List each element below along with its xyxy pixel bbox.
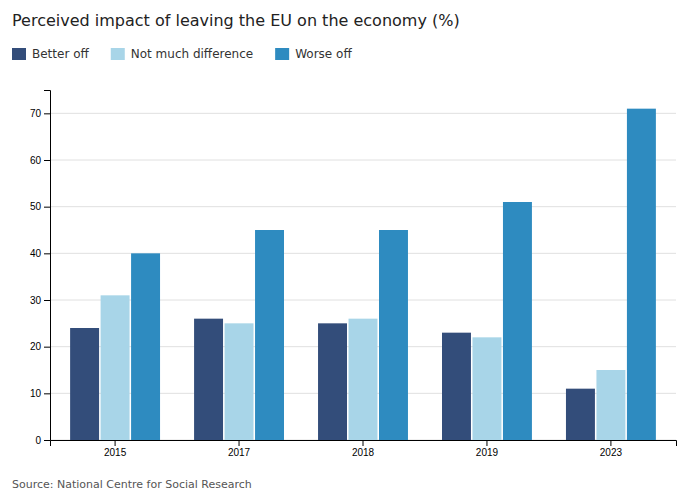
bar <box>318 323 347 440</box>
y-tick-mark <box>44 300 50 301</box>
y-tick-mark <box>44 207 50 208</box>
legend-swatch <box>111 48 125 60</box>
bar <box>349 319 378 440</box>
chart: Perceived impact of leaving the EU on th… <box>0 0 700 500</box>
bar <box>596 370 625 440</box>
y-tick: 30 <box>30 295 50 306</box>
y-tick: 0 <box>35 435 50 446</box>
x-tick: 2018 <box>352 440 375 458</box>
legend-swatch <box>12 48 26 60</box>
bar <box>566 389 595 440</box>
plot: 0 10 20 30 40 50 60 70 2015 2017 2018 2019 2023 <box>30 91 677 459</box>
x-tick-label: 2017 <box>228 447 251 458</box>
y-tick-mark <box>44 253 50 254</box>
x-tick-mark <box>115 440 116 446</box>
y-tick-mark <box>44 440 50 441</box>
y-tick-mark <box>44 347 50 348</box>
y-tick-label: 30 <box>30 295 42 306</box>
bar <box>255 230 284 440</box>
x-tick: 2015 <box>104 440 127 458</box>
grid-line <box>50 206 676 207</box>
grid-line <box>50 113 676 114</box>
x-axis: 2015 2017 2018 2019 2023 <box>51 440 677 458</box>
bar <box>472 337 501 440</box>
x-tick-label: 2019 <box>476 447 499 458</box>
bar <box>70 328 99 440</box>
y-tick: 60 <box>30 155 50 166</box>
bar-series <box>101 295 626 440</box>
y-tick-label: 40 <box>30 248 42 259</box>
y-axis-line <box>44 91 51 441</box>
legend-item: Better off <box>12 47 89 61</box>
x-tick-label: 2015 <box>104 447 127 458</box>
x-tick: 2019 <box>476 440 499 458</box>
y-tick-label: 0 <box>35 435 41 446</box>
x-tick: 2017 <box>228 440 251 458</box>
y-axis: 0 10 20 30 40 50 60 70 <box>30 91 51 446</box>
y-tick: 40 <box>30 248 50 259</box>
y-tick: 20 <box>30 341 50 352</box>
x-tick-label: 2018 <box>352 447 375 458</box>
x-tick-mark <box>610 440 611 446</box>
y-tick-mark <box>44 393 50 394</box>
title: Perceived impact of leaving the EU on th… <box>12 11 460 30</box>
bar <box>503 202 532 440</box>
y-tick-mark <box>44 113 50 114</box>
y-tick-label: 60 <box>30 155 42 166</box>
y-tick: 50 <box>30 201 50 212</box>
legend: Better off Not much difference Worse off <box>12 47 352 61</box>
bar <box>194 319 223 440</box>
grid-line <box>50 160 676 161</box>
x-tick-mark <box>239 440 240 446</box>
bar <box>131 253 160 440</box>
bar <box>101 295 130 440</box>
y-tick: 10 <box>30 388 50 399</box>
legend-item: Not much difference <box>111 47 253 61</box>
x-axis-line <box>51 441 677 447</box>
x-tick-mark <box>486 440 487 446</box>
bar-series <box>131 109 656 440</box>
bar <box>627 109 656 440</box>
legend-item: Worse off <box>275 47 352 61</box>
bar <box>225 323 254 440</box>
y-tick-label: 20 <box>30 341 42 352</box>
x-tick-label: 2023 <box>600 447 623 458</box>
bars <box>70 109 656 440</box>
y-tick-label: 50 <box>30 201 42 212</box>
y-tick-label: 10 <box>30 388 42 399</box>
legend-label: Better off <box>32 47 89 61</box>
bar <box>379 230 408 440</box>
x-tick-mark <box>363 440 364 446</box>
y-tick-mark <box>44 160 50 161</box>
legend-label: Worse off <box>295 47 352 61</box>
x-tick: 2023 <box>600 440 623 458</box>
legend-label: Not much difference <box>131 47 253 61</box>
y-tick: 70 <box>30 108 50 119</box>
grid <box>50 113 676 440</box>
source: Source: National Centre for Social Resea… <box>12 478 252 491</box>
legend-swatch <box>275 48 289 60</box>
y-tick-label: 70 <box>30 108 42 119</box>
bar <box>442 333 471 440</box>
